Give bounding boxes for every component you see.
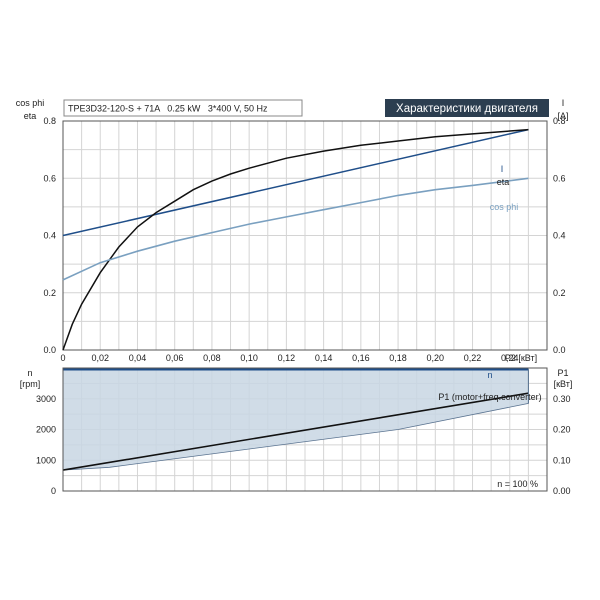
pump-info-box bbox=[63, 99, 303, 117]
series-label-speed: n bbox=[487, 370, 492, 380]
upper-x-tick-label: 0,20 bbox=[427, 353, 445, 363]
upper-right-axis-label-1: I bbox=[562, 98, 565, 108]
title-banner bbox=[385, 99, 549, 117]
upper-right-tick-label: 0.4 bbox=[553, 231, 566, 241]
upper-x-tick-label: 0,08 bbox=[203, 353, 221, 363]
speed-annotation: n = 100 % bbox=[497, 479, 538, 489]
upper-right-tick-labels: 0.0 0.2 0.4 0.6 0.8 bbox=[553, 116, 566, 355]
upper-left-tick-label: 0.8 bbox=[43, 116, 56, 126]
upper-left-tick-label: 0.6 bbox=[43, 173, 56, 183]
upper-right-tick-label: 0.0 bbox=[553, 345, 566, 355]
upper-x-tick-label: 0,14 bbox=[315, 353, 333, 363]
upper-x-tick-label: 0 bbox=[60, 353, 65, 363]
upper-right-tick-label: 0.8 bbox=[553, 116, 566, 126]
lower-left-tick-label: 2000 bbox=[36, 425, 56, 435]
upper-series-group bbox=[62, 128, 529, 351]
lower-right-tick-label: 0.20 bbox=[553, 425, 571, 435]
upper-right-tick-label: 0.6 bbox=[553, 173, 566, 183]
upper-left-axis-label-1: cos phi bbox=[16, 98, 45, 108]
upper-x-tick-label: 0,06 bbox=[166, 353, 184, 363]
chart-title: Характеристики двигателя bbox=[396, 103, 538, 115]
upper-x-axis-label: P2 [кВт] bbox=[505, 353, 537, 363]
series-label-cos-phi: cos phi bbox=[490, 202, 519, 212]
upper-left-tick-label: 0.2 bbox=[43, 288, 56, 298]
lower-left-axis-label-1: n bbox=[27, 368, 32, 378]
lower-left-tick-label: 3000 bbox=[36, 394, 56, 404]
upper-x-tick-label: 0,16 bbox=[352, 353, 370, 363]
lower-series-group bbox=[62, 368, 529, 471]
series-label-p1: P1 (motor+freq.converter) bbox=[438, 392, 541, 402]
upper-right-axis-label-2: [A] bbox=[557, 111, 568, 121]
lower-left-axis-label-2: [rpm] bbox=[20, 379, 41, 389]
lower-left-tick-labels: 0 1000 2000 3000 bbox=[36, 394, 56, 496]
upper-x-tick-label: 0,22 bbox=[464, 353, 482, 363]
lower-left-tick-label: 0 bbox=[51, 486, 56, 496]
eta-curve bbox=[62, 128, 529, 351]
lower-right-tick-label: 0.30 bbox=[553, 394, 571, 404]
lower-right-axis-label-2: [кВт] bbox=[554, 379, 573, 389]
lower-right-axis-label-1: P1 bbox=[557, 368, 568, 378]
upper-left-axis-label-2: eta bbox=[24, 111, 37, 121]
current-curve bbox=[62, 128, 529, 237]
p1-line bbox=[62, 392, 529, 471]
speed-range-area bbox=[62, 369, 529, 471]
upper-x-tick-label: 0,18 bbox=[389, 353, 407, 363]
lower-left-tick-label: 1000 bbox=[36, 455, 56, 465]
lower-right-tick-label: 0.10 bbox=[553, 455, 571, 465]
upper-left-tick-label: 0.4 bbox=[43, 231, 56, 241]
lower-right-tick-labels: 0.00 0.10 0.20 0.30 bbox=[553, 394, 571, 496]
upper-left-tick-labels: 0.0 0.2 0.4 0.6 0.8 bbox=[43, 116, 56, 355]
lower-right-tick-label: 0.00 bbox=[553, 486, 571, 496]
upper-x-tick-labels: 0 0,02 0,04 0,06 0,08 0,10 0,12 0,14 0,16 0,18 0,2… bbox=[60, 353, 518, 363]
series-label-eta: eta bbox=[497, 177, 510, 187]
upper-right-tick-label: 0.2 bbox=[553, 288, 566, 298]
pump-info-label: TPE3D32-120-S + 71A 0.25 kW 3*400 V, 50 … bbox=[68, 104, 268, 114]
lower-plot-frame bbox=[62, 367, 548, 492]
upper-grid bbox=[63, 121, 547, 350]
series-label-current: I bbox=[501, 164, 504, 174]
upper-x-tick-label: 0,02 bbox=[91, 353, 109, 363]
upper-left-tick-label: 0.0 bbox=[43, 345, 56, 355]
upper-x-tick-label: 0,24 bbox=[501, 353, 519, 363]
upper-x-tick-label: 0,10 bbox=[240, 353, 258, 363]
upper-x-tick-label: 0,12 bbox=[278, 353, 296, 363]
cos-phi-curve bbox=[62, 177, 529, 281]
upper-x-tick-label: 0,04 bbox=[129, 353, 147, 363]
